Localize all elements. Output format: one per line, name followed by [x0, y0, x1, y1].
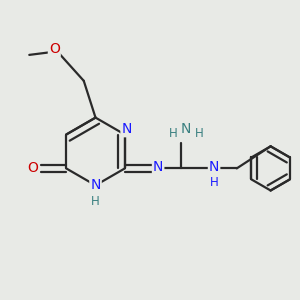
Text: N: N [122, 122, 132, 136]
Text: O: O [28, 161, 38, 176]
Text: N: N [181, 122, 191, 136]
Text: N: N [153, 160, 163, 174]
Text: N: N [209, 160, 219, 174]
Text: H: H [195, 127, 203, 140]
Text: O: O [49, 42, 60, 56]
Text: H: H [210, 176, 218, 189]
Text: H: H [91, 195, 100, 208]
Text: N: N [90, 178, 101, 192]
Text: H: H [169, 127, 178, 140]
